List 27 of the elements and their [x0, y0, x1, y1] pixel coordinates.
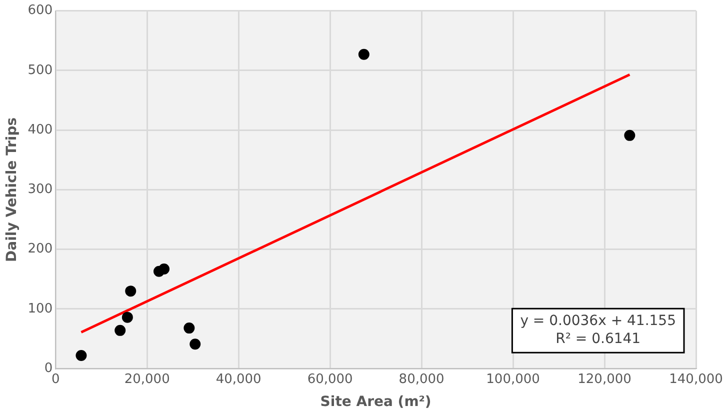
- y-tick-label: 300: [28, 182, 53, 198]
- annotation: y = 0.0036x + 41.155: [520, 313, 676, 330]
- y-tick-label: 200: [28, 242, 53, 257]
- y-tick-label: 400: [28, 122, 53, 138]
- x-tick-label: 80,000: [398, 372, 444, 387]
- point: [158, 264, 170, 275]
- point: [114, 324, 126, 336]
- x-tick-label: 140,000: [669, 372, 723, 387]
- x-tick-label: 20,000: [124, 372, 170, 387]
- point: [122, 312, 133, 323]
- x-axis-title: Site Area (m²): [320, 394, 432, 410]
- x-tick-label: 100,000: [486, 372, 540, 387]
- x-tick-label: 120,000: [578, 372, 632, 387]
- y-tick-label: 0: [44, 360, 53, 376]
- annotation: R² = 0.6141: [556, 331, 641, 348]
- point: [190, 338, 201, 350]
- point: [76, 350, 87, 361]
- point: [624, 130, 636, 141]
- y-tick-label: 600: [28, 3, 53, 18]
- y-tick-label: 100: [28, 301, 53, 316]
- x-tick-label: 60,000: [307, 372, 353, 387]
- point: [184, 322, 195, 334]
- y-tick-label: 500: [28, 62, 53, 78]
- y-axis-title: Daily Vehicle Trips: [4, 117, 20, 262]
- point: [358, 48, 370, 60]
- point: [125, 286, 136, 297]
- x-tick-label: 40,000: [216, 372, 262, 387]
